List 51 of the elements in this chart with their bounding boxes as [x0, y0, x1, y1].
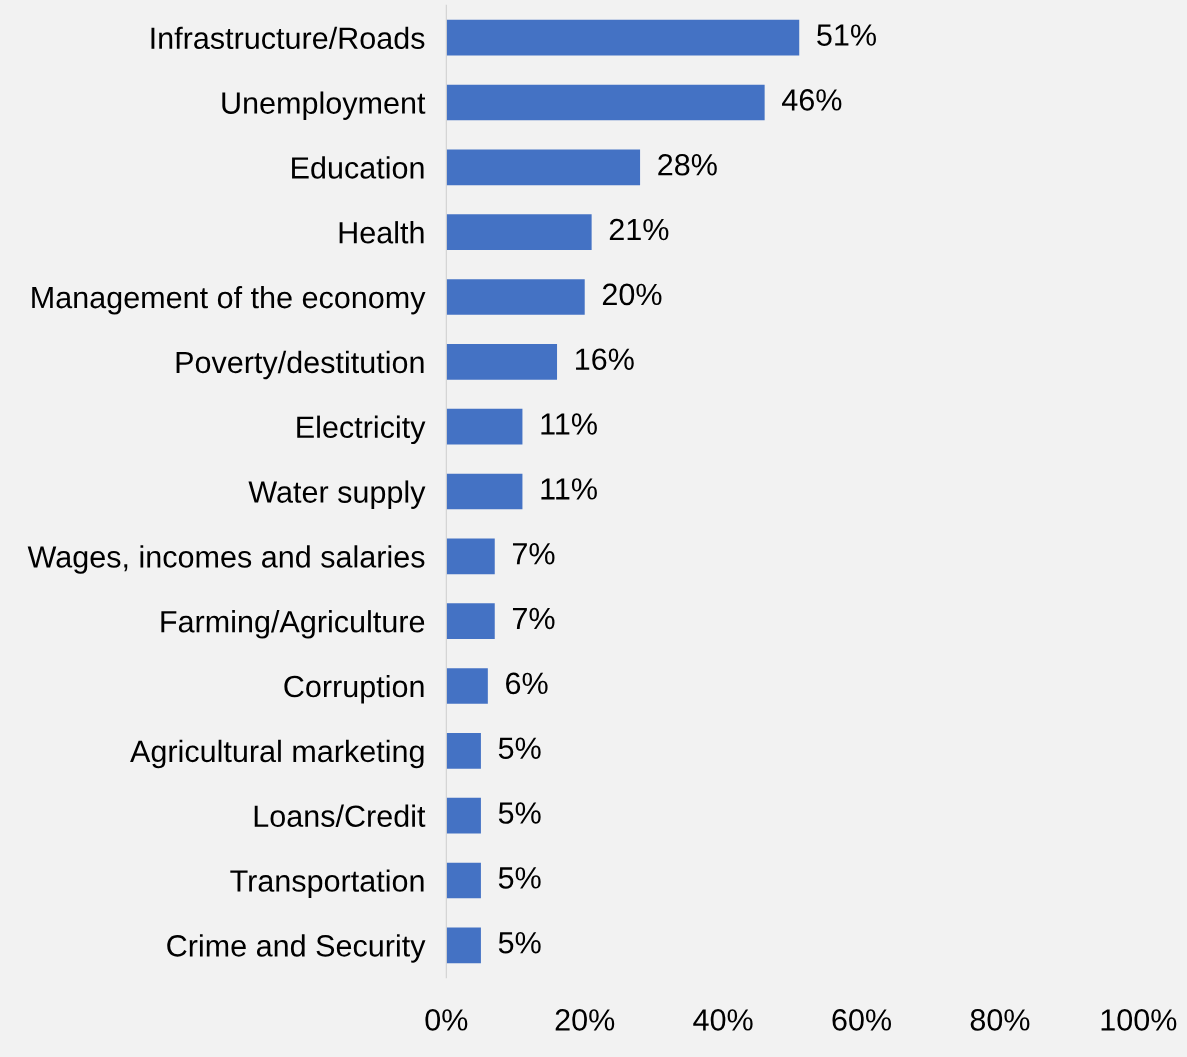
bar [446, 668, 488, 704]
data-label: 6% [506, 672, 548, 695]
y-tick-label: Crime and Security [167, 934, 426, 963]
x-tick-label: 20% [555, 1009, 615, 1031]
data-label: 28% [658, 153, 717, 176]
bar [446, 214, 592, 251]
data-label: 7% [512, 543, 555, 565]
bar [446, 797, 481, 834]
y-tick-label: Transportation [230, 869, 424, 898]
bar [446, 473, 523, 510]
x-tick-label: 100% [1101, 1009, 1177, 1031]
data-label: 11% [541, 478, 597, 500]
data-label: 5% [498, 932, 541, 954]
bar [446, 732, 481, 769]
data-label: 20% [602, 283, 662, 306]
bar [446, 603, 495, 639]
y-tick-label: Infrastructure/Roads [151, 26, 425, 50]
y-tick-label: Wages, incomes and salaries [27, 545, 425, 574]
x-tick-label: 80% [970, 1009, 1030, 1031]
y-tick-label: Poverty/destitution [176, 350, 424, 380]
y-tick-label: Loans/Credit [254, 804, 426, 828]
bar [446, 344, 558, 380]
data-label: 5% [498, 737, 541, 760]
y-tick-label: Corruption [284, 674, 424, 704]
data-label: 16% [576, 348, 634, 371]
bar [446, 538, 495, 575]
bar [446, 408, 523, 445]
data-label: 11% [541, 413, 597, 435]
y-tick-label: Health [339, 221, 424, 244]
bar [446, 19, 800, 56]
y-tick-label: Agricultural marketing [130, 739, 424, 769]
data-label: 46% [782, 89, 842, 111]
x-tick-label: 60% [832, 1009, 892, 1031]
bar [446, 279, 585, 315]
y-tick-label: Education [292, 156, 424, 179]
data-label: 5% [498, 802, 541, 824]
y-tick-label: Water supply [248, 480, 426, 509]
data-label: 21% [609, 218, 669, 241]
data-label: 51% [817, 24, 876, 46]
y-tick-label: Unemployment [222, 91, 426, 120]
bar [446, 84, 765, 121]
bar [446, 862, 481, 899]
y-tick-label: Management of the economy [32, 285, 426, 315]
y-tick-label: Farming/Agriculture [161, 610, 425, 639]
data-label: 5% [498, 867, 541, 889]
bar [446, 927, 481, 964]
x-tick-label: 40% [693, 1009, 753, 1031]
data-label: 7% [512, 607, 555, 630]
bar [446, 149, 641, 186]
x-tick-label: 0% [425, 1009, 468, 1031]
y-tick-label: Electricity [297, 415, 426, 445]
